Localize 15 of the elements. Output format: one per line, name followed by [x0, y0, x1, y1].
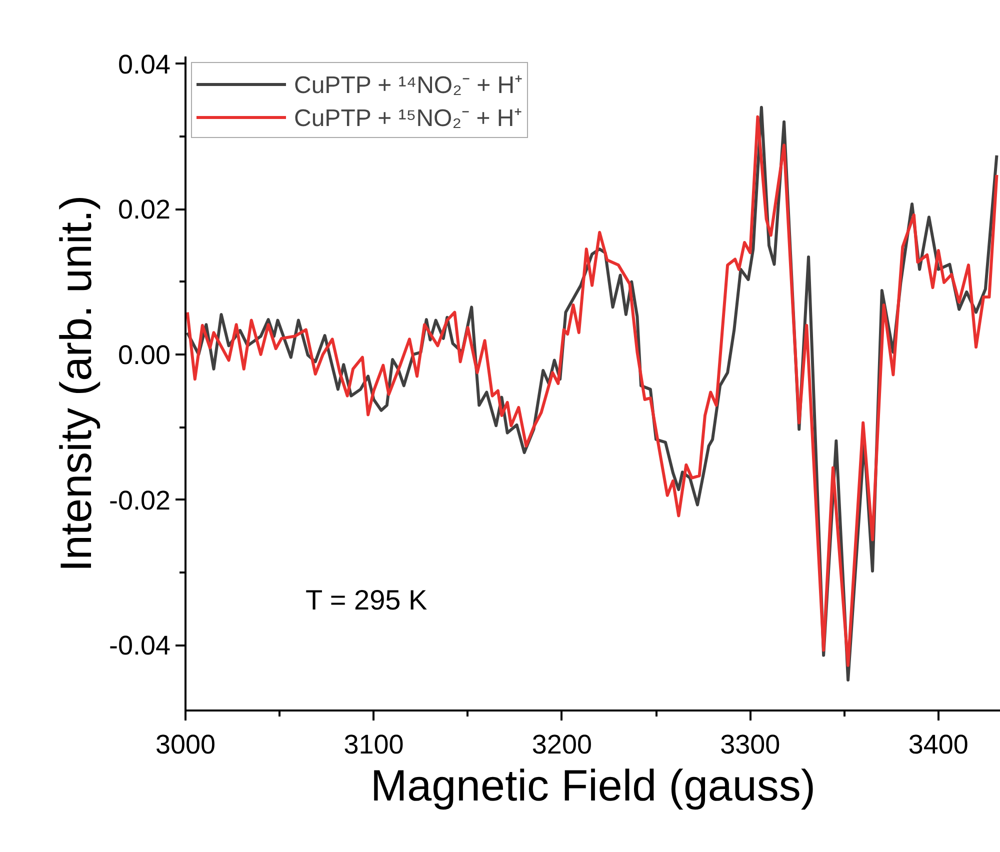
y-tick-label: 0.04: [118, 49, 171, 80]
x-tick-label: 3000: [155, 730, 216, 760]
x-axis-title: Magnetic Field (gauss): [370, 762, 816, 810]
x-tick-label: 3100: [344, 730, 404, 760]
y-tick-label: 0.00: [118, 340, 171, 370]
y-tick-label: -0.02: [108, 485, 171, 516]
y-tick-label: 0.02: [118, 194, 171, 225]
x-tick-label: 3400: [908, 730, 968, 760]
x-tick-label: 3200: [532, 730, 592, 760]
annotation: T = 295 K: [306, 584, 428, 616]
legend-label: CuPTP + ¹⁵NO₂⁻ + H⁺: [294, 104, 522, 133]
y-tick-label: -0.04: [108, 630, 171, 661]
x-tick-label: 3300: [720, 730, 780, 760]
legend-label: CuPTP + ¹⁴NO₂⁻ + H⁺: [294, 71, 523, 100]
y-axis-title: Intensity (arb. unit.): [52, 195, 101, 572]
